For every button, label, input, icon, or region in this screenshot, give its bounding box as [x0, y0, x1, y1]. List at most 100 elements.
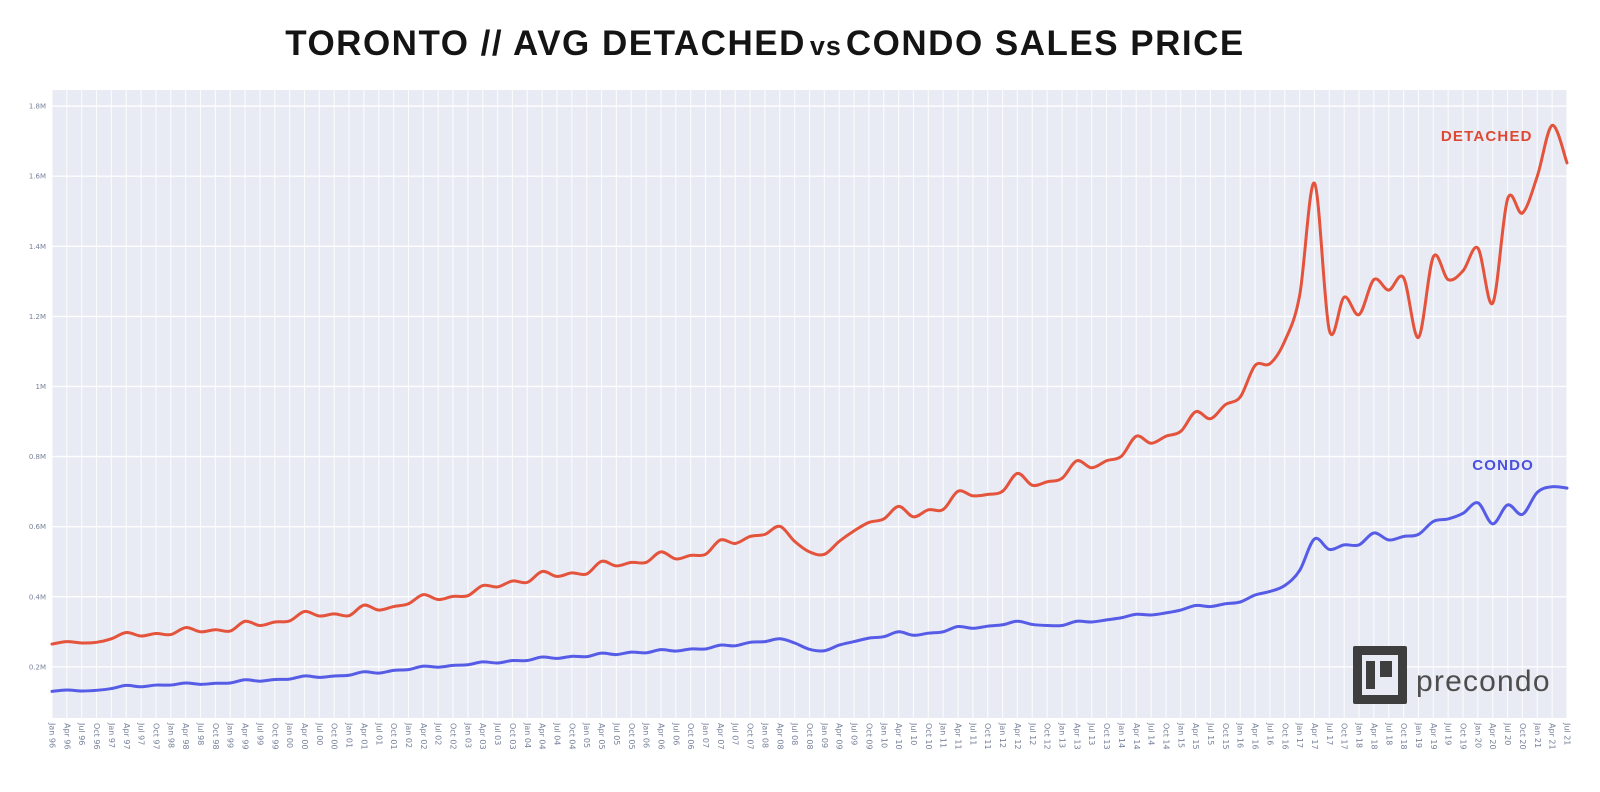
x-tick-label: Apr 97 [122, 723, 131, 750]
x-tick-label: Jan 19 [1414, 722, 1423, 748]
x-tick-label: Oct 12 [1043, 723, 1052, 750]
x-tick-label: Jan 05 [582, 722, 591, 748]
series-line-detached [50, 123, 1569, 646]
x-tick-label: Jan 01 [345, 722, 354, 748]
x-tick-label: Oct 10 [924, 723, 933, 750]
x-tick-label: Apr 03 [478, 723, 487, 750]
series-label-condo: CONDO [1472, 457, 1534, 474]
x-tick-label: Jan 99 [226, 722, 235, 748]
x-tick-label: Jul 05 [612, 722, 621, 745]
x-tick-label: Jul 99 [255, 722, 264, 745]
x-tick-label: Jul 09 [850, 722, 859, 745]
x-tick-label: Oct 19 [1459, 723, 1468, 750]
x-tick-label: Jan 13 [1058, 722, 1067, 748]
x-tick-label: Apr 01 [359, 723, 368, 750]
y-tick-label: 0.6M [29, 523, 46, 531]
x-tick-label: Jan 02 [404, 722, 413, 748]
x-tick-label: Jan 06 [642, 722, 651, 748]
x-tick-label: Jul 00 [315, 722, 324, 745]
x-tick-label: Jan 12 [998, 722, 1007, 748]
x-tick-label: Oct 13 [1102, 723, 1111, 750]
series-line-condo [50, 485, 1569, 693]
x-tick-label: Jul 06 [671, 722, 680, 745]
x-tick-label: Oct 17 [1340, 723, 1349, 750]
x-tick-label: Oct 06 [686, 723, 695, 750]
x-tick-label: Oct 14 [1161, 723, 1170, 750]
x-tick-label: Oct 05 [627, 723, 636, 750]
x-tick-label: Jan 20 [1473, 722, 1482, 748]
x-tick-label: Apr 02 [419, 723, 428, 750]
x-tick-label: Oct 00 [330, 723, 339, 750]
x-tick-label: Jul 21 [1563, 722, 1572, 745]
x-tick-label: Jul 11 [968, 722, 977, 745]
chart-title: TORONTO // AVG DETACHED vs CONDO SALES PRI… [0, 26, 1530, 61]
x-tick-label: Apr 00 [300, 723, 309, 750]
x-tick-label: Apr 20 [1488, 723, 1497, 750]
x-tick-label: Jul 08 [790, 722, 799, 745]
chart-title-suffix: CONDO SALES PRICE [845, 24, 1245, 63]
y-tick-label: 0.4M [29, 593, 46, 601]
x-tick-label: Oct 98 [211, 723, 220, 750]
x-tick-label: Jul 17 [1325, 722, 1334, 745]
x-tick-label: Jul 01 [374, 722, 383, 745]
x-tick-label: Apr 05 [597, 723, 606, 750]
x-tick-label: Apr 10 [894, 723, 903, 750]
precondo-logo: precondo [1353, 646, 1550, 704]
x-tick-label: Jul 98 [196, 722, 205, 745]
x-tick-label: Jan 21 [1533, 722, 1542, 748]
x-tick-label: Apr 21 [1548, 723, 1557, 750]
x-tick-label: Oct 16 [1280, 723, 1289, 750]
x-tick-label: Oct 99 [270, 723, 279, 750]
x-tick-label: Apr 14 [1132, 723, 1141, 750]
chart-title-vs: vs [809, 31, 842, 61]
x-tick-label: Oct 08 [805, 723, 814, 750]
x-tick-label: Jul 13 [1087, 722, 1096, 745]
x-tick-label: Apr 07 [716, 723, 725, 750]
logo-mark-bar [1366, 661, 1375, 689]
x-tick-label: Apr 08 [775, 723, 784, 750]
x-tick-label: Jan 96 [48, 722, 57, 748]
x-tick-label: Apr 06 [656, 723, 665, 750]
x-tick-label: Oct 15 [1221, 723, 1230, 750]
x-tick-label: Jan 97 [107, 722, 116, 748]
x-tick-label: Oct 04 [567, 723, 576, 750]
logo-mark-square [1380, 661, 1392, 677]
chart-title-prefix: TORONTO // AVG DETACHED [285, 24, 806, 63]
x-tick-label: Jan 04 [523, 722, 532, 748]
x-tick-label: Oct 03 [508, 723, 517, 750]
x-tick-label: Oct 09 [864, 723, 873, 750]
x-tick-label: Apr 96 [62, 723, 71, 750]
x-tick-label: Jul 15 [1206, 722, 1215, 745]
x-tick-label: Apr 98 [181, 723, 190, 750]
x-tick-label: Oct 97 [151, 723, 160, 750]
y-tick-label: 0.2M [29, 663, 46, 671]
x-tick-label: Jan 18 [1355, 722, 1364, 748]
y-tick-label: 1.2M [29, 313, 46, 321]
x-tick-label: Apr 17 [1310, 723, 1319, 750]
x-tick-label: Apr 11 [954, 723, 963, 750]
x-tick-label: Jan 17 [1295, 722, 1304, 748]
x-tick-label: Apr 19 [1429, 723, 1438, 750]
x-tick-label: Jul 02 [434, 722, 443, 745]
x-tick-label: Jul 20 [1503, 722, 1512, 745]
y-tick-label: 1.8M [29, 103, 46, 111]
x-tick-label: Apr 09 [835, 723, 844, 750]
series-label-detached: DETACHED [1441, 128, 1533, 145]
x-tick-label: Oct 20 [1518, 723, 1527, 750]
x-tick-label: Oct 11 [983, 723, 992, 750]
x-tick-label: Jul 19 [1444, 722, 1453, 745]
x-tick-label: Jan 03 [463, 722, 472, 748]
x-tick-label: Jul 18 [1384, 722, 1393, 745]
y-tick-label: 1M [36, 383, 47, 391]
x-tick-label: Jan 98 [166, 722, 175, 748]
x-tick-label: Jan 09 [820, 722, 829, 748]
x-tick-label: Jul 14 [1147, 722, 1156, 745]
x-tick-label: Apr 15 [1191, 723, 1200, 750]
y-tick-label: 1.6M [29, 173, 46, 181]
x-tick-label: Jul 10 [909, 722, 918, 745]
x-tick-label: Jul 03 [493, 722, 502, 745]
y-tick-label: 0.8M [29, 453, 46, 461]
x-tick-label: Apr 16 [1251, 723, 1260, 750]
